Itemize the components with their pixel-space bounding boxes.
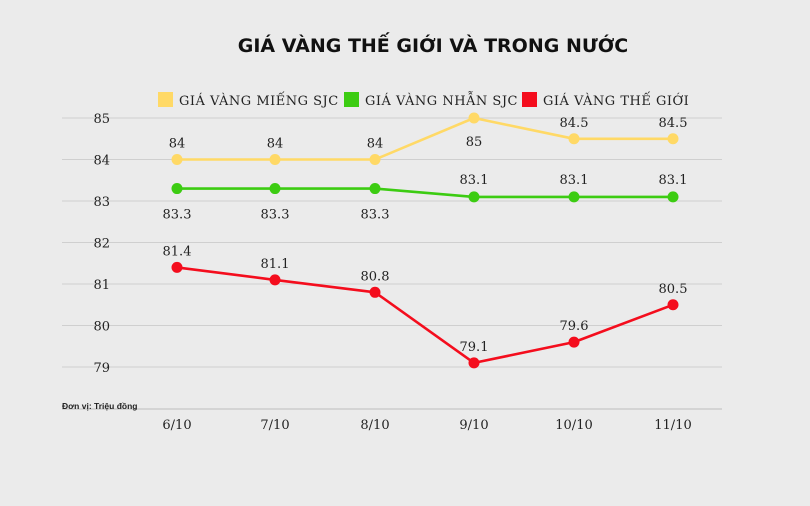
data-label: 84.5 (560, 116, 589, 131)
legend-item: GIÁ VÀNG THẾ GIỚI (522, 91, 689, 109)
data-label: 84.5 (659, 116, 688, 131)
data-label: 83.1 (659, 173, 688, 188)
y-tick-label: 79 (93, 361, 110, 376)
series-line (177, 187, 673, 199)
data-label: 83.3 (163, 208, 192, 223)
data-label: 84 (267, 137, 284, 152)
legend-item: GIÁ VÀNG MIẾNG SJC (158, 91, 339, 109)
y-tick-label: 84 (93, 154, 110, 169)
legend-swatch (158, 92, 173, 107)
data-label: 83.3 (261, 208, 290, 223)
data-point (568, 336, 580, 348)
data-point (568, 191, 580, 203)
data-labels: 84 84 84 85 84.5 84.5 83.3 83.3 83.3 83.1 83.1 83.1… (163, 116, 688, 355)
data-label: 83.3 (361, 208, 390, 223)
data-point (369, 183, 381, 195)
data-point (269, 274, 281, 286)
data-point (667, 133, 679, 145)
series-line-group (171, 112, 679, 165)
data-point (568, 133, 580, 145)
x-tick-label: 8/10 (360, 418, 389, 433)
series-line-group (171, 183, 679, 203)
y-tick-label: 85 (93, 112, 110, 127)
legend-label: GIÁ VÀNG MIẾNG SJC (179, 91, 339, 109)
y-tick-label: 80 (93, 320, 110, 335)
data-label: 81.4 (163, 244, 192, 259)
legend-swatch (522, 92, 537, 107)
x-tick-label: 9/10 (459, 418, 488, 433)
x-tick-label: 6/10 (162, 418, 191, 433)
unit-note: Đơn vị: Triệu đồng (62, 401, 137, 411)
data-point (369, 154, 381, 165)
x-tick-label: 7/10 (260, 418, 289, 433)
data-label: 83.1 (460, 173, 489, 188)
legend: GIÁ VÀNG MIẾNG SJC GIÁ VÀNG NHẪN SJC GIÁ V… (158, 91, 689, 109)
data-point (171, 183, 183, 195)
data-point (171, 154, 183, 165)
data-label: 80.5 (659, 282, 688, 297)
y-tick-label: 81 (93, 278, 110, 293)
y-axis: 79 80 81 82 83 84 85 (93, 112, 110, 376)
data-point (269, 183, 281, 195)
legend-label: GIÁ VÀNG THẾ GIỚI (543, 91, 689, 109)
x-tick-label: 10/10 (555, 418, 592, 433)
data-label: 79.6 (560, 319, 589, 334)
legend-item: GIÁ VÀNG NHẪN SJC (344, 91, 518, 109)
data-point (667, 299, 679, 311)
series-line (176, 266, 674, 365)
data-label: 84 (367, 137, 384, 152)
data-label: 79.1 (460, 340, 489, 355)
series-group (171, 112, 679, 369)
data-label: 83.1 (560, 173, 589, 188)
x-axis: 6/10 7/10 8/10 9/10 10/10 11/10 (162, 418, 691, 433)
legend-label: GIÁ VÀNG NHẪN SJC (365, 91, 518, 109)
data-point (369, 286, 381, 298)
data-label: 81.1 (261, 257, 290, 272)
series-line (177, 116, 673, 161)
data-point (269, 154, 281, 165)
x-tick-label: 11/10 (654, 418, 691, 433)
gridlines (62, 117, 722, 410)
data-point (468, 191, 480, 203)
legend-swatch (344, 92, 359, 107)
y-tick-label: 83 (93, 195, 110, 210)
data-label: 84 (169, 137, 186, 152)
chart-title: GIÁ VÀNG THẾ GIỚI VÀ TRONG NƯỚC (238, 31, 629, 57)
data-point (468, 112, 480, 124)
data-label: 85 (466, 135, 483, 150)
data-point (667, 191, 679, 203)
data-point (468, 357, 480, 369)
data-point (171, 261, 183, 273)
y-tick-label: 82 (93, 237, 110, 252)
data-label: 80.8 (361, 269, 390, 284)
series-line-group (171, 261, 679, 369)
